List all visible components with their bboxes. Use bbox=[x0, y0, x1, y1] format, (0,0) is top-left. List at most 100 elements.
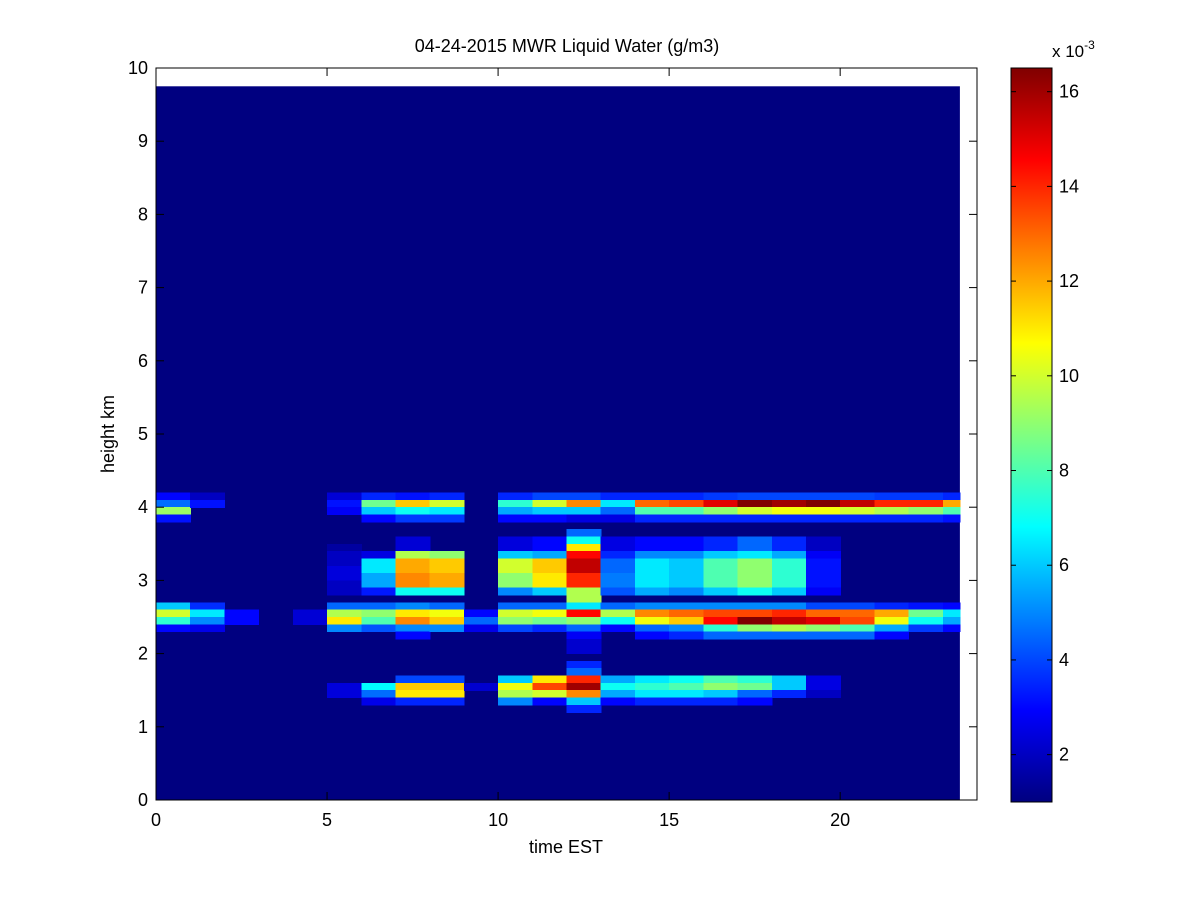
heatmap-cell bbox=[703, 573, 739, 589]
heatmap-cell bbox=[327, 543, 362, 552]
heatmap-cell bbox=[703, 536, 739, 552]
heatmap-cell bbox=[429, 587, 465, 596]
heatmap-cell bbox=[327, 507, 362, 516]
heatmap-cell bbox=[566, 617, 602, 625]
heatmap-cell bbox=[703, 609, 739, 618]
heatmap-cell bbox=[874, 514, 910, 523]
heatmap-cell bbox=[600, 551, 636, 560]
heatmap-cell bbox=[703, 551, 739, 560]
heatmap-cell bbox=[327, 565, 362, 581]
heatmap-cell bbox=[532, 617, 568, 625]
colorbar-multiplier-exponent: -3 bbox=[1084, 38, 1095, 52]
heatmap-cell bbox=[703, 697, 739, 706]
heatmap-cell bbox=[395, 675, 431, 684]
heatmap-cell bbox=[498, 675, 533, 684]
heatmap-cell bbox=[566, 492, 602, 501]
heatmap-cell bbox=[771, 675, 807, 684]
heatmap-cell bbox=[669, 536, 704, 552]
heatmap-cell bbox=[566, 587, 602, 596]
heatmap-cell bbox=[395, 617, 431, 625]
heatmap-cell bbox=[532, 697, 568, 706]
heatmap-cell bbox=[737, 631, 773, 640]
heatmap-cell bbox=[703, 682, 739, 691]
heatmap-cell bbox=[669, 682, 704, 691]
heatmap-cell bbox=[669, 617, 704, 625]
heatmap-cell bbox=[361, 682, 397, 691]
heatmap-cell bbox=[395, 499, 431, 508]
heatmap-cell bbox=[874, 617, 910, 625]
heatmap-cell bbox=[771, 587, 807, 596]
heatmap-cell bbox=[669, 551, 704, 560]
y-tick-label: 1 bbox=[138, 717, 148, 737]
heatmap-cell bbox=[190, 617, 226, 625]
y-tick-label: 0 bbox=[138, 790, 148, 810]
heatmap-cell bbox=[566, 507, 602, 516]
heatmap-cell bbox=[874, 499, 910, 508]
heatmap-cell bbox=[771, 514, 807, 523]
heatmap-cell bbox=[600, 573, 636, 589]
x-tick-label: 15 bbox=[659, 810, 679, 830]
heatmap-cell bbox=[634, 624, 670, 633]
heatmap-cell bbox=[634, 573, 670, 589]
heatmap-cell bbox=[703, 690, 739, 699]
heatmap-cell bbox=[737, 617, 773, 625]
heatmap-cell bbox=[532, 514, 568, 523]
heatmap-cell bbox=[532, 682, 568, 691]
heatmap-cell bbox=[703, 587, 739, 596]
heatmap-cell bbox=[737, 587, 773, 596]
heatmap-cell bbox=[498, 536, 533, 552]
heatmap-cell bbox=[395, 682, 431, 691]
heatmap-cell bbox=[805, 558, 841, 574]
heatmap-cell bbox=[703, 514, 739, 523]
colorbar-tick-label: 12 bbox=[1059, 271, 1079, 291]
heatmap-cell bbox=[600, 690, 636, 699]
heatmap-cell bbox=[669, 697, 704, 706]
heatmap-cell bbox=[566, 595, 602, 603]
colorbar-tick-label: 8 bbox=[1059, 461, 1069, 481]
heatmap-cell bbox=[908, 499, 944, 508]
heatmap-cell bbox=[942, 514, 961, 523]
heatmap-cell bbox=[566, 514, 602, 523]
heatmap-cell bbox=[429, 558, 465, 574]
heatmap-cell bbox=[669, 507, 704, 516]
colorbar-multiplier: x 10-3 bbox=[1052, 38, 1095, 61]
heatmap-cell bbox=[634, 507, 670, 516]
heatmap-cell bbox=[566, 558, 602, 574]
heatmap-cell bbox=[429, 609, 465, 618]
heatmap-cell bbox=[361, 690, 397, 699]
heatmap-cell bbox=[498, 609, 533, 618]
heatmap-cell bbox=[395, 536, 431, 552]
heatmap-cell bbox=[156, 624, 191, 633]
heatmap-cell bbox=[463, 682, 499, 691]
heatmap-cell bbox=[703, 617, 739, 625]
heatmap-cell bbox=[532, 551, 568, 560]
heatmap-cell bbox=[361, 499, 397, 508]
heatmap-cell bbox=[292, 617, 328, 625]
colorbar: 2 4 6 8 10 12 14 16 x 10-3 bbox=[1010, 38, 1095, 803]
heatmap-cell bbox=[566, 704, 602, 713]
heatmap-cell bbox=[532, 609, 568, 618]
heatmap-cell bbox=[805, 602, 841, 611]
colorbar-tick-label: 2 bbox=[1059, 745, 1069, 765]
heatmap-cell bbox=[532, 558, 568, 574]
heatmap-cell bbox=[771, 551, 807, 560]
heatmap-cell bbox=[908, 617, 944, 625]
heatmap-cell bbox=[805, 507, 841, 516]
heatmap-cell bbox=[566, 624, 602, 633]
heatmap-cell bbox=[669, 514, 704, 523]
heatmap-cell bbox=[566, 675, 602, 684]
x-axis-label: time EST bbox=[529, 837, 603, 857]
heatmap-cell bbox=[156, 514, 191, 523]
heatmap-cell bbox=[361, 624, 397, 633]
heatmap-cell bbox=[395, 609, 431, 618]
x-tick-label: 10 bbox=[488, 810, 508, 830]
heatmap-cell bbox=[566, 638, 602, 655]
heatmap-cell bbox=[805, 587, 841, 596]
heatmap-cell bbox=[771, 499, 807, 508]
heatmap-cell bbox=[874, 492, 910, 501]
heatmap-cell bbox=[874, 609, 910, 618]
heatmap-cell bbox=[600, 558, 636, 574]
heatmap-cell bbox=[429, 697, 465, 706]
heatmap-cell bbox=[327, 602, 362, 611]
heatmap-cell bbox=[498, 690, 533, 699]
